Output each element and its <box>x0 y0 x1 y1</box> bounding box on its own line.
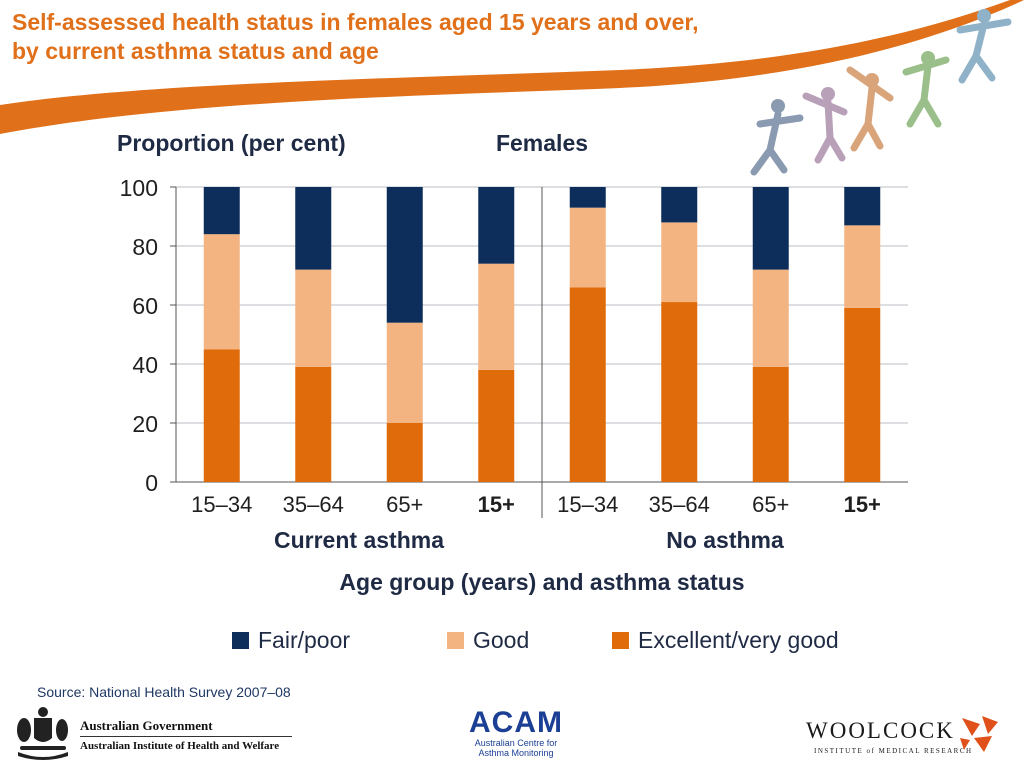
y-tick-label: 80 <box>132 234 158 260</box>
bar-segment <box>295 366 332 482</box>
woolcock-emblem-icon <box>960 716 998 752</box>
slide-title-line2: by current asthma status and age <box>12 38 379 64</box>
bar-segment <box>844 225 881 308</box>
bar-segment <box>478 187 515 264</box>
people-illustration <box>750 9 1012 176</box>
y-tick-label: 40 <box>132 352 158 378</box>
bar-segment <box>203 349 240 482</box>
legend-label: Good <box>473 627 529 653</box>
bar-segment <box>661 222 698 303</box>
bar-segment <box>569 287 606 482</box>
bar-segment <box>478 263 515 370</box>
bar-segment <box>386 322 423 423</box>
source-note: Source: National Health Survey 2007–08 <box>37 684 291 700</box>
x-tick-label: 65+ <box>752 492 789 517</box>
group-label: No asthma <box>666 527 784 553</box>
legend-label: Excellent/very good <box>638 627 839 653</box>
x-tick-label: 15+ <box>478 492 515 517</box>
bar-segment <box>386 423 423 482</box>
bar-segment <box>386 187 423 323</box>
y-tick-label: 0 <box>145 470 158 496</box>
bar-segment <box>752 187 789 270</box>
acam-subtitle-1: Australian Centre for <box>474 738 558 748</box>
slide-title-line1: Self-assessed health status in females a… <box>12 9 699 35</box>
panel-title: Females <box>496 130 588 156</box>
legend-swatch <box>447 632 464 649</box>
x-tick-label: 15+ <box>844 492 881 517</box>
y-tick-label: 100 <box>120 175 158 201</box>
bar-segment <box>752 269 789 367</box>
bar-segment <box>844 187 881 226</box>
group-label: Current asthma <box>274 527 444 553</box>
aihw-name: Australian Institute of Health and Welfa… <box>80 740 280 752</box>
bar-segment <box>295 187 332 270</box>
coat-of-arms-icon <box>17 707 68 760</box>
aihw-logo: Australian Government Australian Institu… <box>12 704 302 764</box>
legend-label: Fair/poor <box>258 627 350 653</box>
bar-segment <box>661 187 698 223</box>
x-tick-label: 15–34 <box>191 492 252 517</box>
legend-swatch <box>612 632 629 649</box>
bar-segment <box>661 302 698 482</box>
slide-title: Self-assessed health status in females a… <box>12 8 892 66</box>
bar-segment <box>569 207 606 288</box>
y-tick-label: 20 <box>132 411 158 437</box>
x-tick-label: 35–64 <box>283 492 344 517</box>
stacked-bar-chart: 0 20 40 60 80 100 Proportion (per cent) Females… <box>117 130 908 653</box>
x-axis-title: Age group (years) and asthma status <box>339 569 744 595</box>
gov-divider <box>80 736 292 737</box>
bar-segment <box>295 269 332 367</box>
legend-swatch <box>232 632 249 649</box>
woolcock-subtitle: INSTITUTE of MEDICAL RESEARCH <box>814 747 973 755</box>
bar-segment <box>478 369 515 482</box>
woolcock-wordmark: WOOLCOCK <box>806 718 955 743</box>
x-tick-label: 65+ <box>386 492 423 517</box>
acam-logo: ACAM Australian Centre for Asthma Monito… <box>456 708 576 764</box>
bar-segment <box>569 187 606 208</box>
bar-segment <box>203 187 240 235</box>
header-swoosh <box>0 0 1024 134</box>
bar-segment <box>752 366 789 482</box>
bar-segment <box>844 307 881 482</box>
acam-wordmark: ACAM <box>469 706 563 739</box>
bar-segment <box>203 234 240 350</box>
gov-name: Australian Government <box>80 718 213 733</box>
acam-subtitle-2: Asthma Monitoring <box>478 748 554 758</box>
x-tick-label: 35–64 <box>649 492 710 517</box>
x-tick-label: 15–34 <box>557 492 618 517</box>
y-axis-title: Proportion (per cent) <box>117 130 346 156</box>
y-tick-label: 60 <box>132 293 158 319</box>
woolcock-logo: WOOLCOCK INSTITUTE of MEDICAL RESEARCH <box>806 712 1006 762</box>
